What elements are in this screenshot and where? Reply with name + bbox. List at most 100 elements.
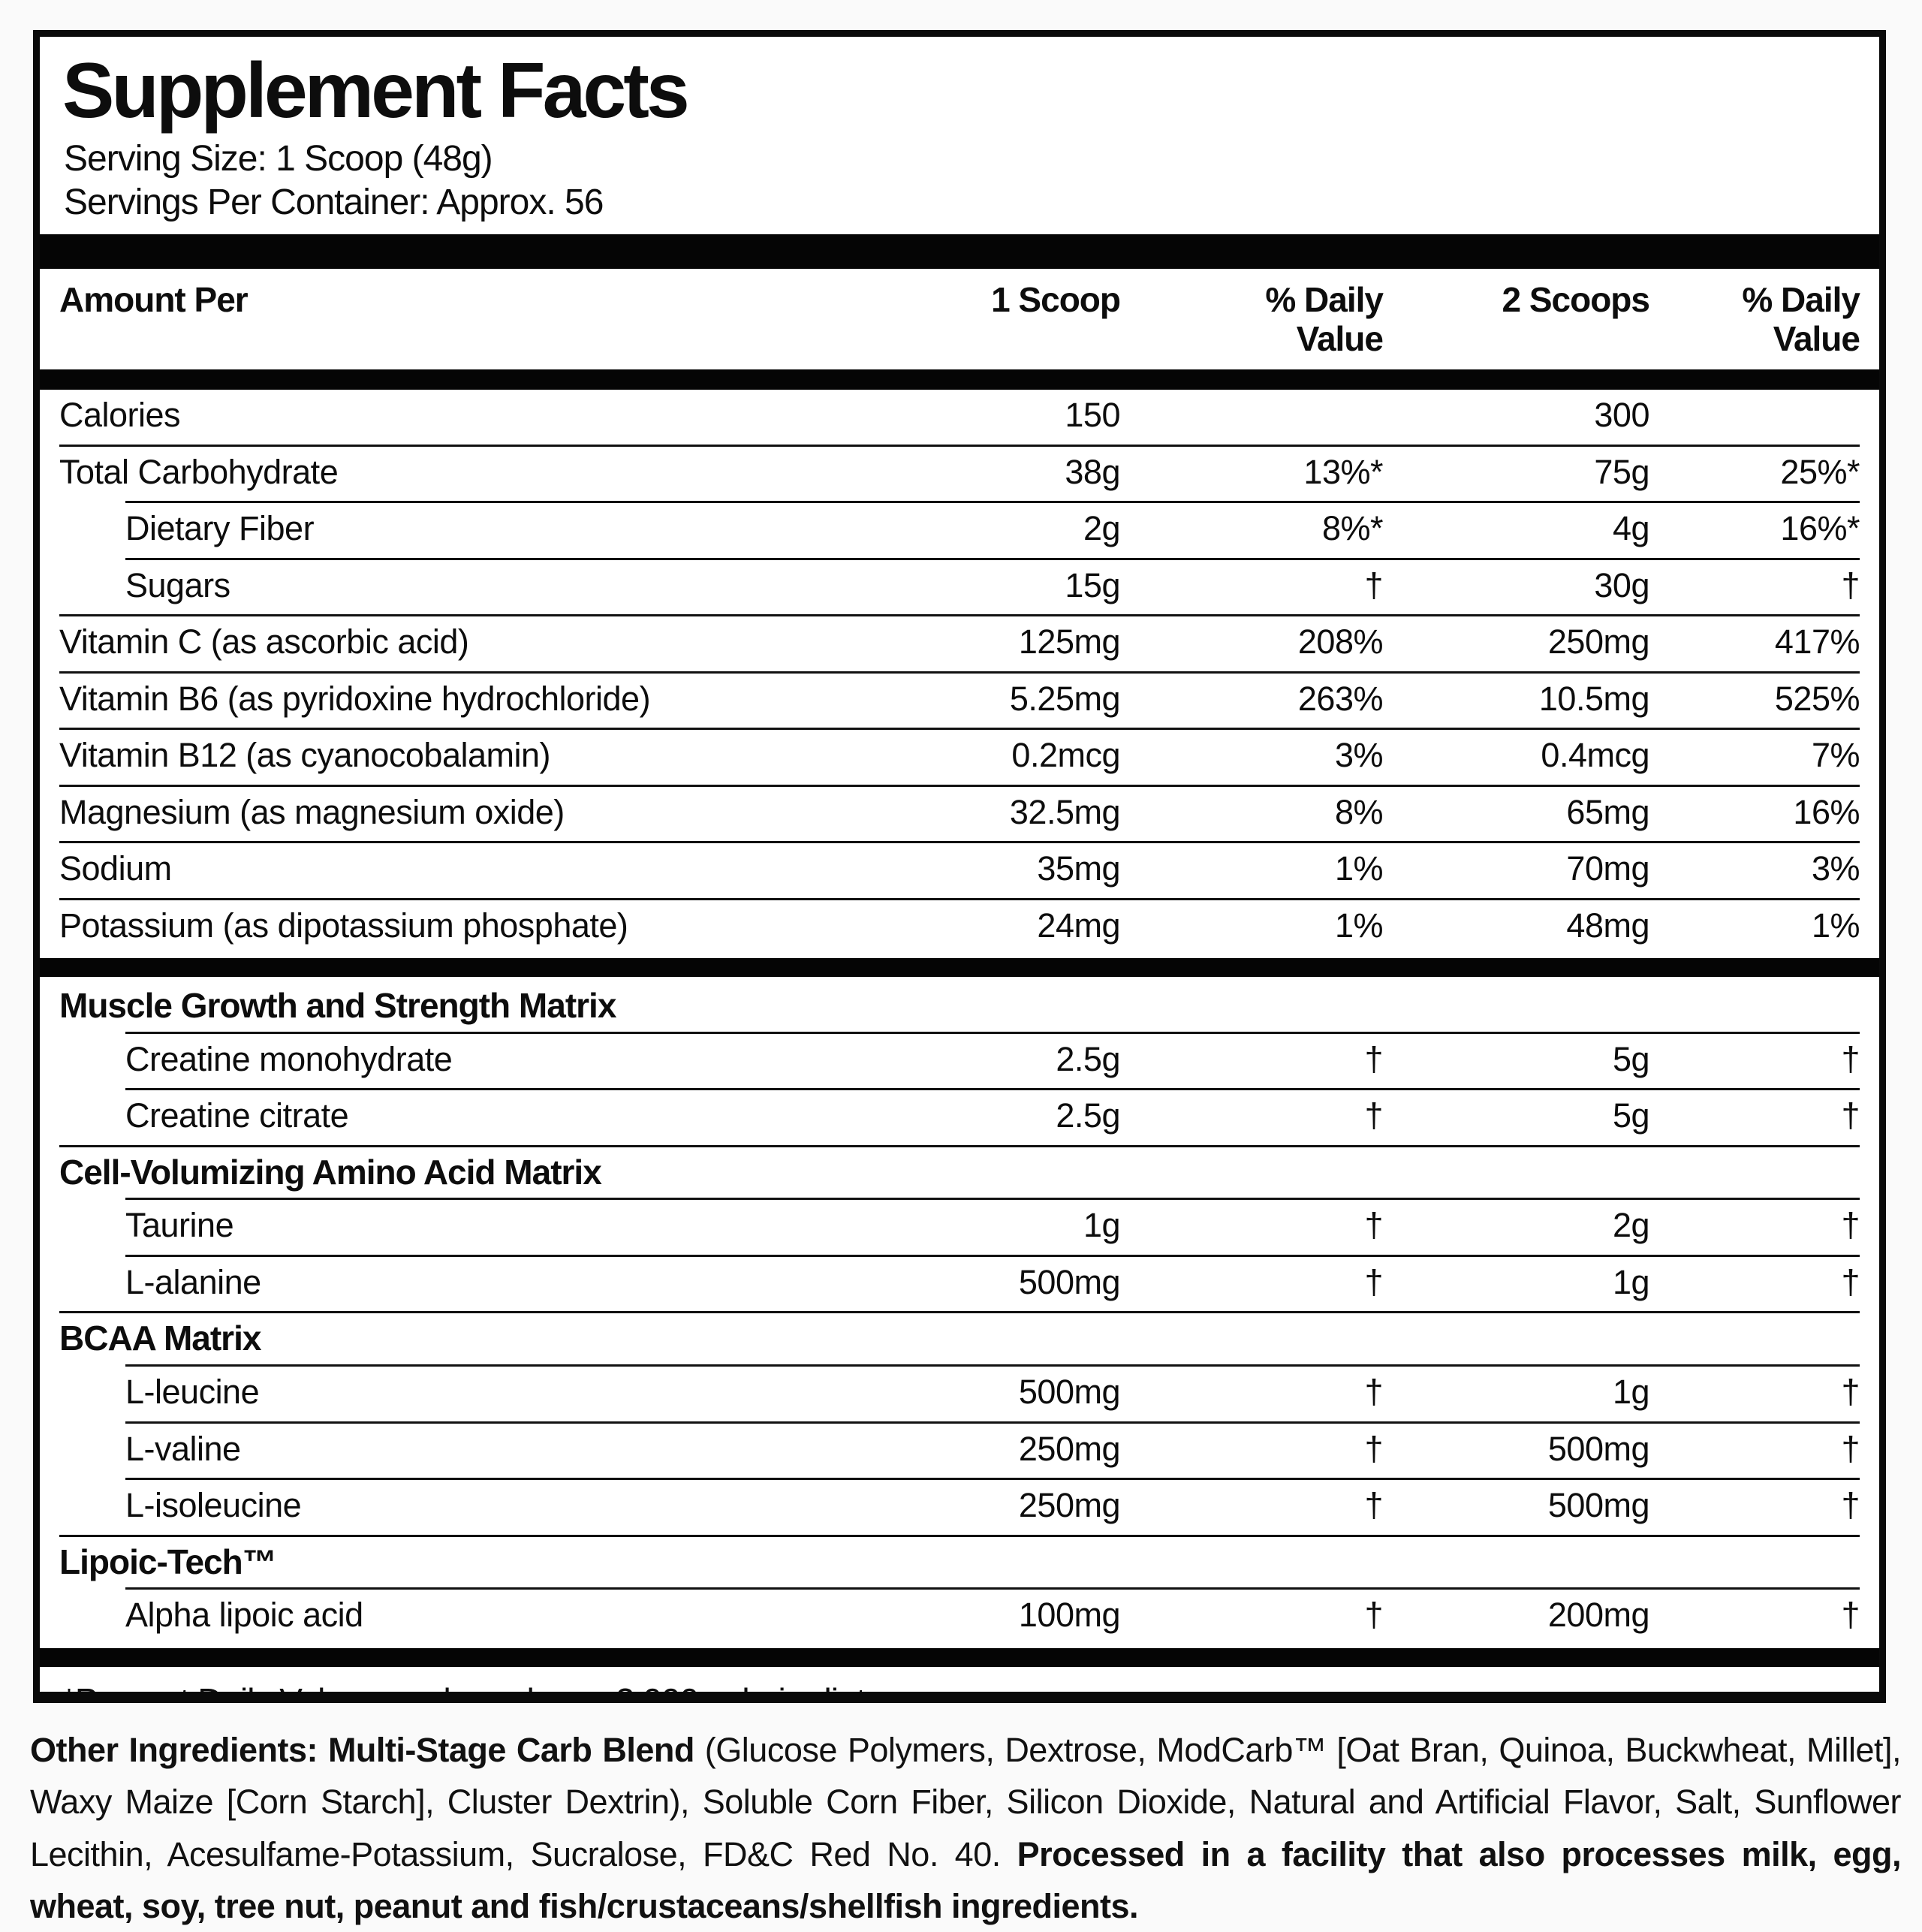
table-row: Potassium (as dipotassium phosphate) 24mg… [59,900,1860,955]
dv-2scoops: 525% [1774,679,1860,718]
separator-rule [125,1198,1860,1201]
separator-rule [59,671,1860,674]
separator-rule [125,1031,1860,1034]
thick-separator-bar [40,369,1879,390]
dv-2scoops: 1% [1811,906,1860,945]
amount-2scoops: 70mg [1566,849,1649,888]
dv-2scoops: 16%* [1780,509,1860,548]
dv-1scoop: 263% [1297,679,1384,718]
dv-1scoop: † [1364,1039,1383,1078]
amount-1scoop: 32.5mg [1009,792,1121,831]
supplement-facts-panel: Supplement Facts Serving Size: 1 Scoop (… [33,30,1886,1703]
table-row: Sugars 15g † 30g † [59,560,1860,615]
amount-1scoop: 2.5g [1056,1039,1120,1078]
separator-rule [125,1478,1860,1481]
row-label: Potassium (as dipotassium phosphate) [59,906,628,945]
table-row: Magnesium (as magnesium oxide) 32.5mg 8% 65… [59,787,1860,842]
amount-1scoop: 500mg [1018,1373,1121,1412]
row-label: Sugars [125,565,230,604]
section-header: Muscle Growth and Strength Matrix [59,986,616,1026]
amount-2scoops: 500mg [1547,1486,1650,1525]
dv-2scoops: † [1841,1596,1860,1635]
table-row: Alpha lipoic acid 100mg † 200mg † [59,1590,1860,1644]
dv-2scoops: † [1841,1206,1860,1245]
separator-rule [40,1647,1879,1667]
row-label: Creatine monohydrate [125,1039,453,1078]
dv-2scoops: † [1841,565,1860,604]
dv-1scoop: † [1364,1206,1383,1245]
section-header: BCAA Matrix [59,1319,261,1358]
other-ingredients-lead: Other Ingredients: [30,1731,328,1769]
amount-1scoop: 38g [1065,452,1120,491]
separator-rule [59,1311,1860,1314]
dv-1scoop: 1% [1334,849,1384,888]
amount-1scoop: 500mg [1018,1262,1121,1301]
table-row: Taurine 1g † 2g † [59,1200,1860,1255]
row-label: Alpha lipoic acid [125,1596,363,1635]
amount-1scoop: 5.25mg [1009,679,1121,718]
section-header: Lipoic-Tech™ [59,1542,277,1581]
dv-1scoop: 13%* [1303,452,1383,491]
dv-1scoop: 208% [1297,622,1384,662]
amount-1scoop: 2g [1083,509,1121,548]
col-1-scoop: 1 Scoop [991,280,1121,320]
amount-2scoops: 10.5mg [1538,679,1650,718]
dv-1scoop: 1% [1334,906,1384,945]
carb-blend-name: Multi-Stage Carb Blend [327,1731,694,1769]
amount-2scoops: 30g [1594,565,1649,604]
dv-1scoop: † [1364,1096,1383,1135]
amount-2scoops: 500mg [1547,1429,1650,1468]
amount-2scoops: 4g [1612,509,1650,548]
panel-title: Supplement Facts [62,47,690,134]
amount-1scoop: 1g [1083,1206,1121,1245]
other-ingredients-paragraph: Other Ingredients: Multi-Stage Carb Blen… [30,1724,1902,1932]
amount-1scoop: 250mg [1018,1429,1121,1468]
row-label: Creatine citrate [125,1096,349,1135]
dv-2scoops: † [1841,1096,1860,1135]
table-row: Vitamin B12 (as cyanocobalamin) 0.2mcg 3% 0… [59,730,1860,785]
row-label: Vitamin C (as ascorbic acid) [59,622,469,662]
other-ingredients-list: (Glucose Polymers, Dextrose, ModCarb™ [O… [30,1731,1902,1873]
dv-1scoop: † [1364,565,1383,604]
table-header-row: Amount Per 1 Scoop % Daily Value 2 Scoop… [59,269,1860,369]
amount-2scoops: 250mg [1547,622,1650,662]
dv-2scoops: † [1841,1486,1860,1525]
dv-2scoops: † [1841,1429,1860,1468]
dv-1scoop: 3% [1334,736,1384,775]
table-row: L-isoleucine 250mg † 500mg † [59,1480,1860,1535]
separator-rule [125,1587,1860,1590]
footnote-daily-value: *Percent Daily Values are based on a 2,0… [62,1680,875,1703]
col-2-scoops: 2 Scoops [1502,280,1650,320]
dv-2scoops: † [1841,1039,1860,1078]
separator-rule [125,1088,1860,1091]
amount-2scoops: 75g [1594,452,1649,491]
dv-1scoop: 8%* [1321,509,1384,548]
table-row: L-alanine 500mg † 1g † [59,1257,1860,1312]
dv-2scoops: † [1841,1262,1860,1301]
dv-2scoops: 16% [1793,792,1860,831]
row-label: Vitamin B6 (as pyridoxine hydrochloride) [59,679,651,718]
separator-rule [59,614,1860,617]
separator-rule [59,444,1860,447]
dv-2scoops: 3% [1811,849,1860,888]
dv-2scoops: 417% [1774,622,1860,662]
amount-1scoop: 125mg [1018,622,1121,662]
separator-rule [125,1254,1860,1257]
amount-2scoops: 1g [1612,1373,1650,1412]
amount-2scoops: 48mg [1566,906,1649,945]
amount-1scoop: 150 [1065,396,1120,435]
amount-1scoop: 0.2mcg [1011,736,1120,775]
row-label: L-alanine [125,1262,261,1301]
separator-rule [59,841,1860,844]
separator-rule [59,897,1860,900]
section-header: Cell-Volumizing Amino Acid Matrix [59,1152,602,1192]
amount-1scoop: 35mg [1037,849,1120,888]
amount-2scoops: 5g [1612,1096,1650,1135]
separator-rule [125,501,1860,504]
dv-1scoop: † [1364,1596,1383,1635]
serving-size: Serving Size: 1 Scoop (48g) [64,139,493,179]
amount-2scoops: 5g [1612,1039,1650,1078]
amount-2scoops: 200mg [1547,1596,1650,1635]
table-row: Calories 150 300 [59,390,1860,445]
separator-rule [59,784,1860,787]
